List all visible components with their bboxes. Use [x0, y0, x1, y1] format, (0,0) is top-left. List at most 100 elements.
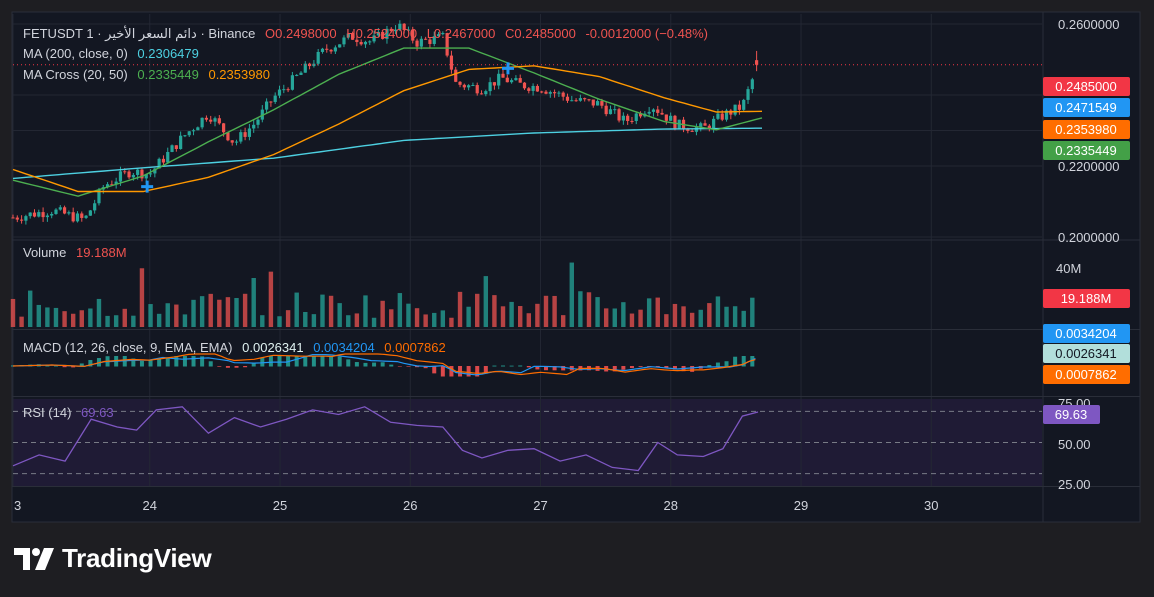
ma-cross-fast-value: 0.2335449 — [137, 67, 198, 82]
legend-ma200[interactable]: MA (200, close, 0) 0.2306479 — [23, 46, 199, 61]
candle-body — [746, 89, 750, 100]
candle-body — [467, 85, 471, 88]
candle-body — [303, 63, 307, 73]
candle-body — [544, 91, 548, 94]
macd-hist-bar — [260, 357, 265, 367]
volume-bar — [346, 315, 351, 327]
price-scale[interactable] — [1042, 11, 1141, 523]
volume-bar — [440, 310, 446, 327]
volume-bar — [646, 298, 652, 327]
macd-hist-bar — [724, 361, 729, 367]
volume-bar — [191, 299, 196, 327]
macd-hist-bar — [638, 366, 643, 367]
volume-bar — [578, 291, 583, 327]
candle-body — [497, 73, 501, 86]
macd-hist-bar — [715, 362, 720, 367]
candle-body — [647, 111, 651, 114]
legend-macd[interactable]: MACD (12, 26, close, 9, EMA, EMA) 0.0026… — [23, 340, 446, 355]
volume-bar — [449, 317, 454, 327]
macd-hist-bar — [311, 356, 316, 367]
cross-marker — [501, 62, 514, 75]
macd-label: MACD (12, 26, close, 9, EMA, EMA) — [23, 340, 233, 355]
rsi-label: RSI (14) — [23, 405, 71, 420]
candle-body — [578, 98, 582, 101]
ma200-value: 0.2306479 — [137, 46, 198, 61]
candle-body — [755, 60, 759, 65]
macd-hist-bar — [131, 358, 136, 367]
x-tick-label: 24 — [143, 498, 157, 513]
legend-volume[interactable]: Volume 19.188M — [23, 245, 127, 260]
volume-bar — [715, 296, 721, 327]
macd-signal-line — [12, 353, 756, 376]
macd-hist-bar — [294, 356, 299, 367]
ma-cross-slow-value: 0.2353980 — [208, 67, 269, 82]
x-tick-label: 25 — [273, 498, 287, 513]
candle-body — [234, 141, 239, 143]
candle-body — [174, 145, 178, 149]
candle-body — [449, 55, 454, 70]
rsi-line — [12, 406, 759, 472]
volume-tick-label: 40M — [1056, 261, 1081, 276]
ma200-line — [12, 127, 762, 180]
x-tick-label: 30 — [924, 498, 938, 513]
candle-body — [479, 93, 484, 95]
legend-ma-cross[interactable]: MA Cross (20, 50) 0.2335449 0.2353980 — [23, 67, 270, 82]
candle-body — [638, 113, 643, 117]
description-label: دائم السعر الأخير — [104, 25, 197, 42]
volume-bar — [371, 317, 377, 327]
candle-body — [58, 207, 62, 210]
tradingview-logo[interactable]: TradingView — [14, 543, 212, 574]
candle-body — [729, 110, 733, 115]
candle-body — [260, 109, 264, 120]
volume-bar — [612, 308, 617, 327]
macd-hist-bar — [621, 366, 626, 370]
volume-bar — [423, 314, 428, 327]
legend-rsi[interactable]: RSI (14) 69.63 — [23, 405, 114, 420]
candle-body — [110, 184, 114, 186]
volume-bar — [182, 314, 188, 327]
candle-body — [252, 124, 256, 129]
candle-body — [690, 130, 694, 132]
candle-body — [368, 41, 372, 43]
volume-bar — [509, 301, 514, 327]
macd-hist-bar — [53, 365, 58, 367]
candle-body — [148, 173, 153, 175]
rsi-badge — [1043, 405, 1100, 424]
volume-bar — [88, 308, 93, 327]
macd-hist-bar — [466, 366, 471, 377]
price-tick-label: 0.2200000 — [1058, 159, 1119, 174]
candle-body — [157, 158, 161, 169]
macd-hist-bar — [191, 356, 196, 367]
candle-body — [84, 215, 88, 218]
candle-body — [45, 215, 49, 218]
volume-bar — [629, 313, 635, 327]
rsi-tick-label: 50.00 — [1058, 437, 1091, 452]
volume-bar — [603, 308, 609, 327]
candle-body — [32, 212, 37, 217]
macd-hist-bar — [750, 356, 755, 367]
candle-body — [222, 123, 226, 133]
volume-bar — [569, 262, 574, 327]
volume-bar — [131, 315, 136, 327]
candle-body — [385, 28, 389, 39]
macd-hist-bar — [389, 364, 394, 367]
chart-canvas[interactable]: 3 24 25 26 27 28 29 30 0.2600000 0.2200000 0.20000… — [0, 0, 1154, 530]
candle-body — [742, 99, 746, 110]
candle-body — [11, 217, 15, 219]
candle-body — [217, 118, 221, 124]
volume-bar — [466, 306, 471, 327]
volume-bar — [681, 306, 686, 327]
macd-hist-bar — [268, 356, 273, 367]
candle-body — [316, 51, 320, 64]
macd-hist-bar — [629, 366, 634, 369]
volume-bar — [741, 310, 746, 327]
candle-body — [750, 79, 754, 90]
candle-body — [441, 33, 445, 35]
overlays — [13, 62, 1042, 193]
macd-hist-bar — [346, 359, 351, 367]
candle-body — [724, 110, 729, 120]
macd-hist-bar — [337, 356, 342, 367]
candle-body — [561, 92, 565, 97]
macd-hist-bar — [509, 365, 514, 367]
